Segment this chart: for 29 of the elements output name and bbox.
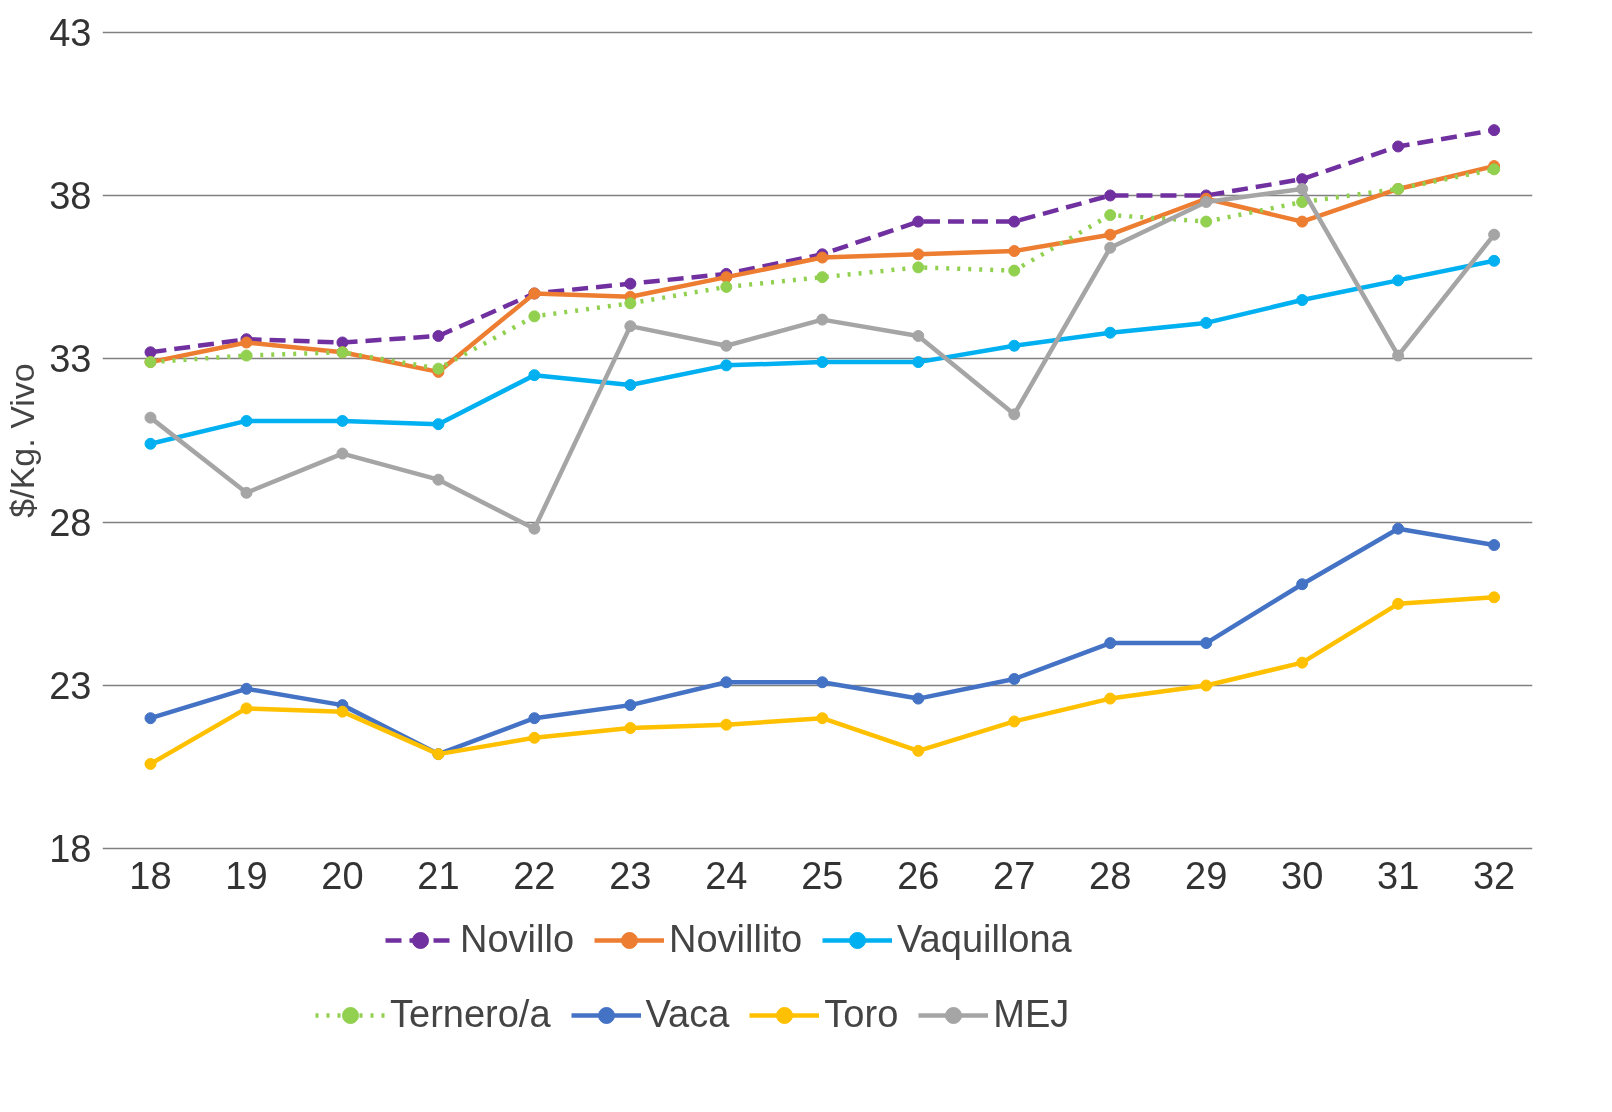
legend-label: Ternero/a — [390, 993, 551, 1036]
legend-label: Vaquillona — [897, 918, 1072, 961]
y-tick-label: 43 — [49, 11, 92, 54]
x-tick-label: 32 — [1472, 854, 1516, 897]
y-tick-label: 23 — [49, 665, 92, 708]
x-tick-label: 19 — [225, 854, 268, 897]
x-tick-label: 28 — [1089, 854, 1132, 897]
x-tick-label: 30 — [1281, 854, 1324, 897]
legend-label: Toro — [824, 993, 899, 1036]
x-tick-label: 22 — [513, 854, 556, 897]
x-tick-label: 23 — [609, 854, 652, 897]
x-tick-label: 24 — [705, 854, 748, 897]
y-tick-label: 18 — [49, 828, 92, 871]
y-axis-title: $/Kg. Vivo — [3, 363, 42, 518]
x-tick-label: 20 — [321, 854, 364, 897]
y-tick-label: 33 — [49, 338, 92, 381]
y-tick-label: 28 — [49, 501, 92, 544]
y-tick-label: 38 — [49, 174, 92, 217]
legend-label: Novillo — [460, 918, 575, 961]
x-tick-label: 31 — [1377, 854, 1420, 897]
x-tick-label: 27 — [993, 854, 1036, 897]
x-tick-label: 18 — [129, 854, 172, 897]
legend-label: MEJ — [993, 993, 1070, 1036]
legend-label: Novillito — [669, 918, 803, 961]
legend-label: Vaca — [645, 993, 730, 1036]
x-tick-label: 25 — [801, 854, 844, 897]
x-tick-label: 26 — [897, 854, 940, 897]
x-tick-label: 29 — [1185, 854, 1228, 897]
x-tick-label: 21 — [417, 854, 460, 897]
